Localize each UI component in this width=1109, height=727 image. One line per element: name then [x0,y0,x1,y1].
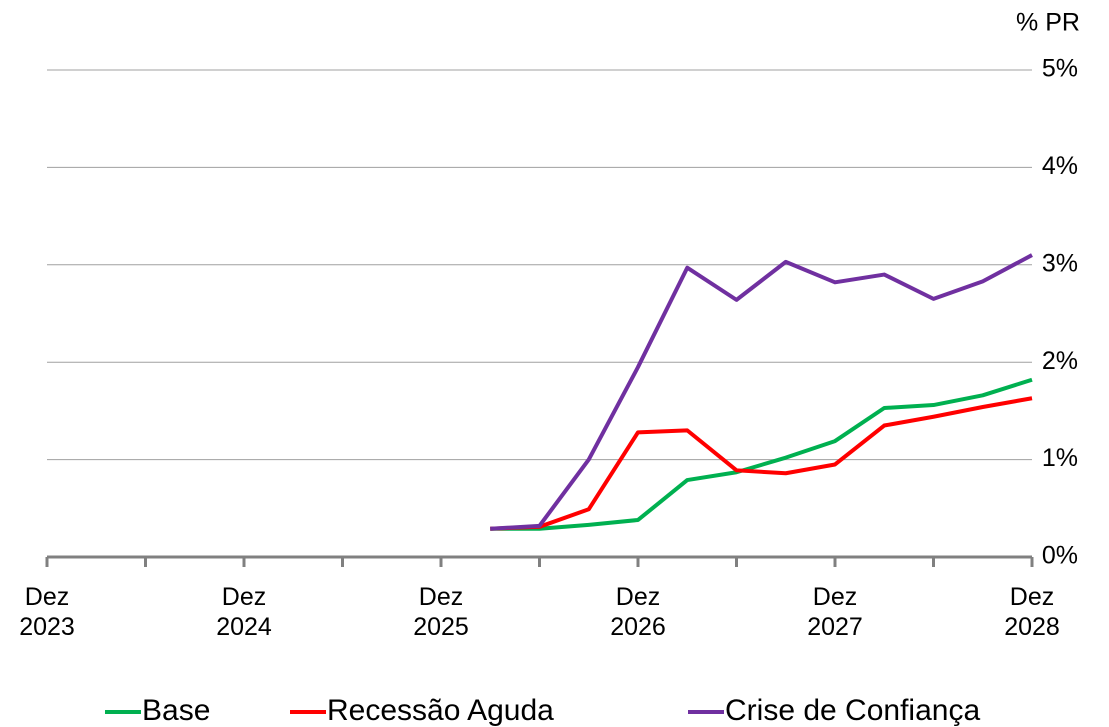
legend-label: Base [142,694,210,727]
y-tick-label: 0% [1042,542,1078,570]
legend-label: Recessão Aguda [327,694,554,727]
y-tick-label: 2% [1042,347,1078,375]
y-tick-label: 5% [1042,55,1078,83]
x-tick-label: Dez 2026 [610,583,666,641]
x-tick-label: Dez 2028 [1004,583,1060,641]
x-tick-label: Dez 2024 [216,583,272,641]
series-line [490,253,1033,531]
y-tick-label: 4% [1042,152,1078,180]
series-line [490,396,1033,531]
y-unit-label: % PR [1016,9,1080,37]
x-tick-label: Dez 2027 [807,583,863,641]
x-tick-label: Dez 2025 [413,583,469,641]
legend-label: Crise de Confiança [725,694,980,727]
series-line [490,377,1033,531]
x-tick-label: Dez 2023 [19,583,75,641]
y-tick-label: 1% [1042,444,1078,472]
y-tick-label: 3% [1042,249,1078,277]
